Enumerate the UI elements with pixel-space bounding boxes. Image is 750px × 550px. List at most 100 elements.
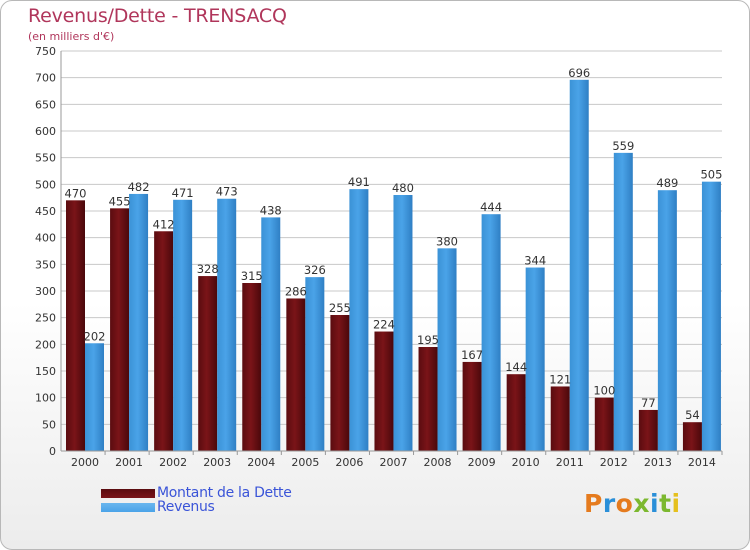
data-label-revenus: 491 bbox=[348, 175, 370, 189]
logo-letter: r bbox=[602, 489, 616, 518]
x-tick-label: 2008 bbox=[424, 456, 452, 469]
y-tick-label: 450 bbox=[35, 205, 56, 218]
bar-dette bbox=[330, 315, 350, 451]
y-tick-label: 600 bbox=[35, 125, 56, 138]
bar-revenus bbox=[393, 195, 413, 451]
legend-item-dette: Montant de la Dette bbox=[101, 485, 292, 501]
logo-letter: x bbox=[633, 489, 650, 518]
y-tick-label: 300 bbox=[35, 285, 56, 298]
chart-subtitle: (en milliers d'€) bbox=[28, 30, 115, 43]
data-label-dette: 255 bbox=[329, 301, 351, 315]
data-label-revenus: 344 bbox=[524, 254, 546, 268]
x-tick-label: 2004 bbox=[247, 456, 275, 469]
logo-letter: i bbox=[671, 489, 681, 518]
y-tick-label: 700 bbox=[35, 72, 56, 85]
y-tick-label: 200 bbox=[35, 338, 56, 351]
data-label-revenus: 489 bbox=[656, 176, 678, 190]
x-tick-label: 2003 bbox=[203, 456, 231, 469]
y-tick-label: 100 bbox=[35, 392, 56, 405]
x-tick-label: 2000 bbox=[71, 456, 99, 469]
data-label-revenus: 438 bbox=[260, 203, 282, 217]
data-label-revenus: 202 bbox=[84, 329, 106, 343]
bar-revenus bbox=[437, 248, 457, 451]
bar-revenus bbox=[85, 343, 104, 451]
data-label-dette: 315 bbox=[241, 269, 263, 283]
data-label-dette: 100 bbox=[593, 384, 615, 398]
bar-revenus bbox=[481, 214, 501, 451]
x-tick-label: 2010 bbox=[512, 456, 540, 469]
x-tick-label: 2005 bbox=[291, 456, 319, 469]
bar-dette bbox=[506, 374, 526, 451]
data-label-dette: 455 bbox=[109, 194, 131, 208]
bar-dette bbox=[462, 361, 482, 451]
data-label-revenus: 444 bbox=[480, 200, 502, 214]
bar-dette bbox=[242, 283, 262, 451]
y-tick-label: 50 bbox=[42, 418, 56, 431]
bar-revenus bbox=[305, 277, 325, 451]
data-label-revenus: 505 bbox=[700, 168, 722, 182]
y-tick-label: 250 bbox=[35, 312, 56, 325]
bar-revenus bbox=[261, 217, 281, 451]
x-tick-label: 2012 bbox=[600, 456, 628, 469]
bar-dette bbox=[154, 231, 174, 451]
x-tick-label: 2014 bbox=[688, 456, 716, 469]
x-tick-label: 2009 bbox=[468, 456, 496, 469]
bar-dette bbox=[110, 208, 130, 451]
logo-letter: t bbox=[659, 489, 672, 518]
data-label-revenus: 326 bbox=[304, 263, 326, 277]
data-label-dette: 195 bbox=[417, 333, 439, 347]
x-tick-label: 2007 bbox=[379, 456, 407, 469]
data-label-revenus: 380 bbox=[436, 234, 458, 248]
y-tick-label: 400 bbox=[35, 232, 56, 245]
x-tick-label: 2011 bbox=[556, 456, 584, 469]
x-tick-label: 2013 bbox=[644, 456, 672, 469]
logo-letter: i bbox=[650, 489, 660, 518]
data-label-dette: 286 bbox=[285, 284, 307, 298]
bar-revenus bbox=[569, 79, 589, 452]
bar-revenus bbox=[217, 198, 237, 451]
data-label-dette: 224 bbox=[373, 318, 395, 332]
legend-label-dette: Montant de la Dette bbox=[157, 485, 292, 501]
data-label-revenus: 471 bbox=[172, 186, 194, 200]
bar-dette bbox=[374, 331, 394, 451]
data-label-revenus: 482 bbox=[128, 180, 150, 194]
data-label-dette: 412 bbox=[153, 217, 175, 231]
x-tick-label: 2001 bbox=[115, 456, 143, 469]
data-label-dette: 54 bbox=[685, 408, 700, 422]
bar-dette bbox=[682, 422, 702, 451]
data-label-revenus: 696 bbox=[568, 66, 590, 80]
logo-letter: P bbox=[584, 489, 603, 518]
legend-swatch-revenus bbox=[101, 502, 155, 512]
x-tick-label: 2006 bbox=[335, 456, 363, 469]
data-label-revenus: 473 bbox=[216, 185, 238, 199]
chart-title: Revenus/Dette - TRENSACQ bbox=[28, 5, 287, 27]
bar-dette bbox=[550, 386, 570, 451]
bar-revenus bbox=[349, 189, 369, 451]
x-tick-label: 2002 bbox=[159, 456, 187, 469]
bar-dette bbox=[638, 409, 658, 451]
data-label-dette: 77 bbox=[641, 396, 656, 410]
data-label-dette: 121 bbox=[549, 372, 571, 386]
bar-revenus bbox=[657, 190, 677, 451]
y-tick-label: 550 bbox=[35, 152, 56, 165]
bar-revenus bbox=[613, 152, 633, 451]
bar-revenus bbox=[701, 181, 721, 451]
bar-dette bbox=[286, 298, 306, 451]
legend-swatch-dette bbox=[101, 488, 155, 498]
bar-dette bbox=[66, 200, 85, 451]
bar-dette bbox=[198, 276, 218, 451]
bar-revenus bbox=[173, 199, 193, 451]
chart-legend: Montant de la Dette Revenus bbox=[101, 485, 292, 515]
bar-dette bbox=[418, 347, 438, 451]
bar-dette bbox=[594, 397, 614, 451]
y-tick-label: 750 bbox=[35, 45, 56, 58]
data-label-revenus: 480 bbox=[392, 181, 414, 195]
legend-item-revenus: Revenus bbox=[101, 499, 292, 515]
y-tick-label: 500 bbox=[35, 178, 56, 191]
y-tick-label: 150 bbox=[35, 365, 56, 378]
y-tick-label: 650 bbox=[35, 98, 56, 111]
data-label-dette: 167 bbox=[461, 348, 483, 362]
bar-revenus bbox=[129, 193, 149, 451]
